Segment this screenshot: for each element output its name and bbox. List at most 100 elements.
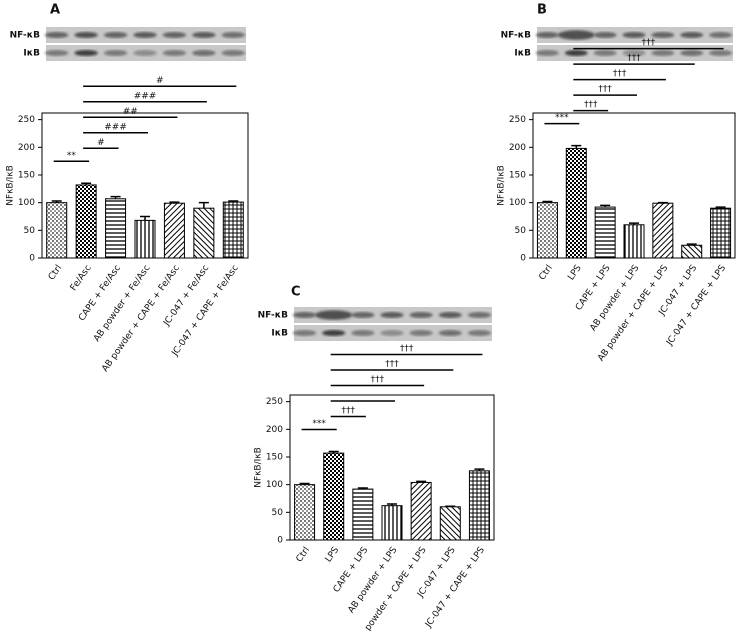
blot-label: NF-κB <box>10 31 41 41</box>
bar <box>565 147 587 259</box>
blot-label: IκB <box>271 329 288 339</box>
blot-band <box>467 330 492 336</box>
y-tick-label: 250 <box>509 115 526 125</box>
blot-band <box>162 32 187 38</box>
significance-label: ††† <box>400 344 414 354</box>
y-tick-label: 150 <box>266 452 283 462</box>
blot-band <box>622 50 646 56</box>
blot-band <box>74 50 98 56</box>
blot-label: NF-κB <box>258 311 289 321</box>
bar <box>681 244 703 259</box>
error-bar <box>198 201 209 209</box>
panel-label: A <box>50 3 60 18</box>
x-tick-label: Ctrl <box>538 263 555 282</box>
blot-band <box>409 312 433 318</box>
y-tick-label: 100 <box>509 198 526 208</box>
error-bar <box>445 505 456 507</box>
significance-label: ††† <box>627 54 641 64</box>
bar <box>710 207 732 259</box>
y-tick-label: 250 <box>18 115 35 125</box>
bar <box>468 470 490 541</box>
blot-band <box>322 330 346 336</box>
significance-label: ††† <box>342 406 356 416</box>
significance-label: ††† <box>584 100 598 110</box>
error-bar <box>81 182 92 185</box>
bar <box>323 452 345 541</box>
bar <box>163 202 185 259</box>
error-bar <box>657 201 668 204</box>
bar <box>594 206 616 259</box>
blot-band <box>409 330 433 336</box>
x-tick-label: Ctrl <box>47 263 64 282</box>
bar <box>410 481 432 541</box>
y-tick-label: 50 <box>272 508 284 518</box>
blot-band <box>680 50 704 56</box>
significance-label: ††† <box>642 38 656 48</box>
blot-band <box>221 32 246 38</box>
error-bar <box>51 200 62 203</box>
bar <box>623 224 645 259</box>
bar <box>46 202 68 259</box>
bar <box>352 488 374 541</box>
blot-band <box>680 32 704 38</box>
blot-band <box>44 32 69 38</box>
y-axis-label: NFκB/IκB <box>6 165 16 206</box>
error-bar <box>629 222 639 225</box>
blot-band <box>292 312 317 318</box>
error-bar <box>357 487 368 490</box>
blot-band <box>292 330 317 336</box>
bar <box>536 202 558 259</box>
significance-label: # <box>156 76 164 86</box>
panel-label: B <box>537 3 547 18</box>
x-tick-label: AB powder + Fe/Asc <box>92 263 152 343</box>
error-bar <box>686 243 697 246</box>
y-tick-label: 0 <box>520 254 526 264</box>
blot-band <box>133 50 157 56</box>
blot-band <box>535 32 559 38</box>
blot-band <box>380 330 404 336</box>
blot-band <box>438 312 462 318</box>
blot-band <box>564 50 588 56</box>
y-tick-label: 0 <box>29 254 35 264</box>
blot-band <box>351 312 375 318</box>
significance-label: ### <box>104 122 127 132</box>
blot-band <box>351 330 375 336</box>
error-bar <box>169 201 180 204</box>
significance-label: # <box>97 138 105 148</box>
y-tick-label: 50 <box>515 226 527 236</box>
blot-band <box>438 330 462 336</box>
y-tick-label: 250 <box>266 397 283 407</box>
error-bar <box>328 450 339 454</box>
blot-label: IκB <box>514 49 531 59</box>
blot-band <box>44 50 69 56</box>
blot-label: IκB <box>23 49 40 59</box>
significance-label: ††† <box>371 375 385 385</box>
blot-band <box>315 310 353 320</box>
significance-label: *** <box>312 419 326 429</box>
error-bar <box>542 200 553 203</box>
bar <box>193 207 215 259</box>
bar <box>652 202 674 259</box>
significance-label: ††† <box>385 359 399 369</box>
blot-band <box>192 32 216 38</box>
bar <box>105 198 127 259</box>
bar <box>222 201 244 259</box>
blot-label: NF-κB <box>501 31 532 41</box>
x-tick-label: JC-047 + CAPE + LPS <box>423 545 487 630</box>
error-bar <box>140 215 150 221</box>
blot-band <box>133 32 157 38</box>
y-tick-label: 0 <box>277 536 283 546</box>
blot-band <box>622 32 646 38</box>
bar <box>75 184 97 259</box>
x-tick-label: JC-047 + CAPE + LPS <box>664 263 728 348</box>
error-bar <box>110 195 121 199</box>
panel-label: C <box>291 285 301 300</box>
bar <box>294 484 316 541</box>
error-bar <box>387 503 397 506</box>
significance-label: ††† <box>613 69 627 79</box>
blot-band <box>709 50 733 56</box>
blot-band <box>593 32 617 38</box>
error-bar <box>474 468 485 471</box>
bar <box>134 219 156 259</box>
blot-band <box>651 32 675 38</box>
